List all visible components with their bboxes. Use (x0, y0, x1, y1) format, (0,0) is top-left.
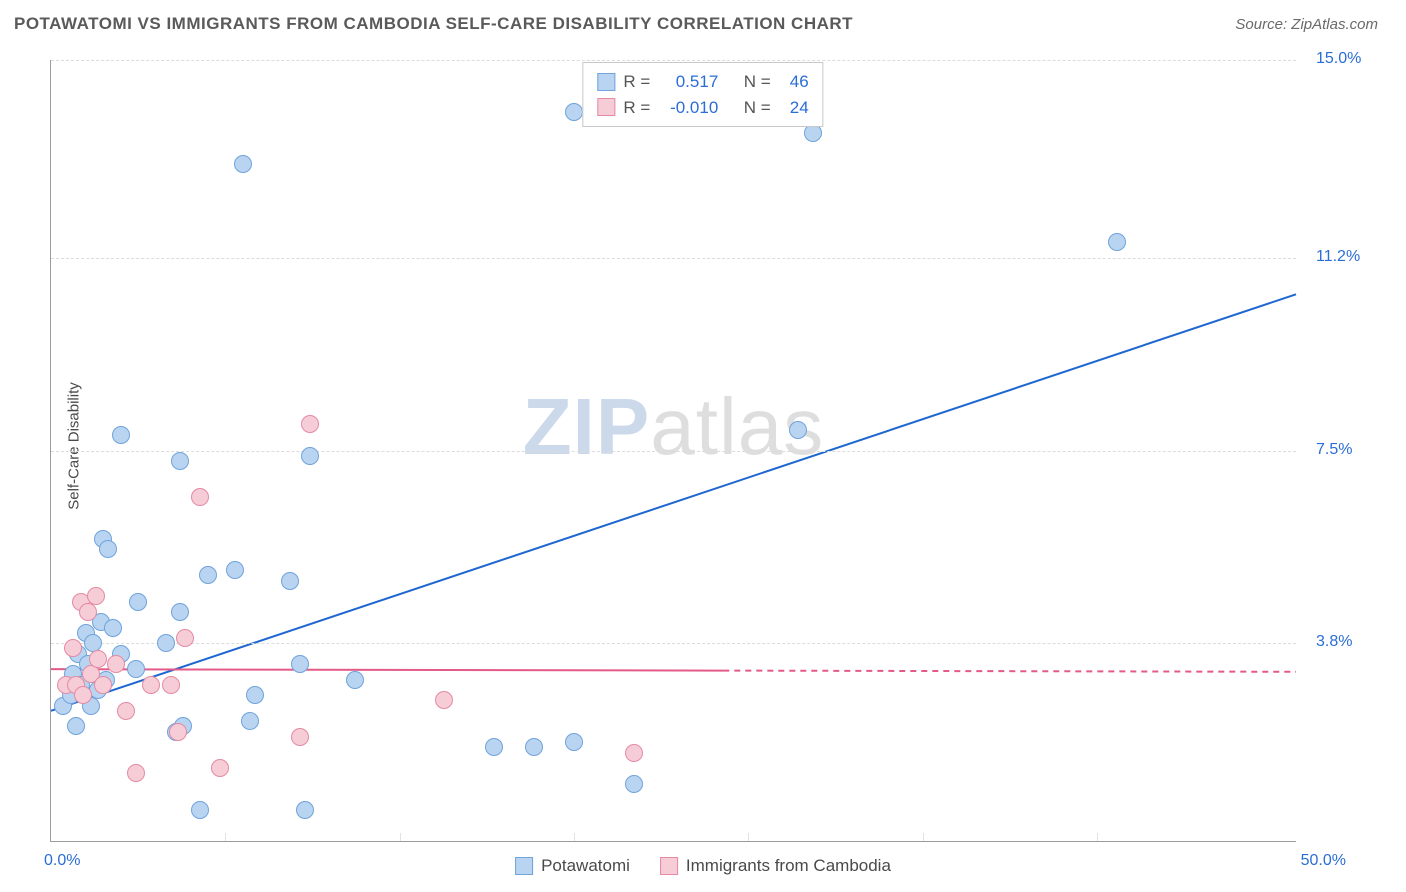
y-tick-label: 7.5% (1316, 441, 1352, 459)
scatter-point (281, 572, 299, 590)
scatter-point (346, 671, 364, 689)
scatter-point (117, 702, 135, 720)
plot-region: ZIPatlas 3.8%7.5%11.2%15.0% (50, 60, 1296, 842)
scatter-point (171, 603, 189, 621)
x-tick-mark (225, 833, 226, 841)
scatter-point (234, 155, 252, 173)
x-tick-mark (1097, 833, 1098, 841)
scatter-point (565, 733, 583, 751)
source-attribution: Source: ZipAtlas.com (1235, 16, 1378, 33)
scatter-point (291, 655, 309, 673)
scatter-point (104, 619, 122, 637)
y-tick-label: 11.2% (1316, 248, 1360, 266)
scatter-point (87, 587, 105, 605)
series-legend: Potawatomi Immigrants from Cambodia (515, 856, 891, 876)
x-tick-mark (748, 833, 749, 841)
legend-swatch (597, 98, 615, 116)
source-label: Source: (1235, 16, 1287, 33)
scatter-point (301, 415, 319, 433)
scatter-point (211, 759, 229, 777)
scatter-point (157, 634, 175, 652)
scatter-point (525, 738, 543, 756)
legend-item: Potawatomi (515, 856, 630, 876)
gridline-horizontal (51, 60, 1296, 61)
scatter-point (1108, 233, 1126, 251)
legend-swatch (515, 857, 533, 875)
x-tick-mark (574, 833, 575, 841)
watermark-zip: ZIP (523, 382, 650, 471)
scatter-point (565, 103, 583, 121)
y-tick-label: 3.8% (1316, 633, 1352, 651)
r-label: R = (623, 69, 650, 95)
x-axis-max-label: 50.0% (1301, 852, 1346, 870)
legend-label: Potawatomi (541, 856, 630, 876)
scatter-point (162, 676, 180, 694)
scatter-point (89, 650, 107, 668)
scatter-point (625, 775, 643, 793)
r-value: 0.517 (658, 69, 718, 95)
scatter-point (99, 540, 117, 558)
x-tick-mark (400, 833, 401, 841)
scatter-point (142, 676, 160, 694)
legend-label: Immigrants from Cambodia (686, 856, 891, 876)
scatter-point (789, 421, 807, 439)
scatter-point (74, 686, 92, 704)
stats-legend-row: R = 0.517 N = 46 (597, 69, 808, 95)
scatter-point (112, 426, 130, 444)
stats-legend-row: R = -0.010 N = 24 (597, 95, 808, 121)
scatter-point (169, 723, 187, 741)
scatter-point (67, 717, 85, 735)
scatter-point (129, 593, 147, 611)
r-value: -0.010 (658, 95, 718, 121)
stats-legend: R = 0.517 N = 46 R = -0.010 N = 24 (582, 62, 823, 127)
n-value: 46 (779, 69, 809, 95)
r-label: R = (623, 95, 650, 121)
scatter-point (64, 639, 82, 657)
chart-area: ZIPatlas 3.8%7.5%11.2%15.0% (50, 60, 1296, 842)
scatter-point (296, 801, 314, 819)
scatter-point (241, 712, 259, 730)
n-label: N = (744, 95, 771, 121)
scatter-point (246, 686, 264, 704)
x-axis-min-label: 0.0% (44, 852, 80, 870)
legend-swatch (660, 857, 678, 875)
x-tick-mark (923, 833, 924, 841)
scatter-point (127, 660, 145, 678)
scatter-point (301, 447, 319, 465)
scatter-point (625, 744, 643, 762)
legend-swatch (597, 73, 615, 91)
gridline-horizontal (51, 258, 1296, 259)
legend-item: Immigrants from Cambodia (660, 856, 891, 876)
scatter-point (191, 801, 209, 819)
n-value: 24 (779, 95, 809, 121)
scatter-point (435, 691, 453, 709)
scatter-point (171, 452, 189, 470)
scatter-point (199, 566, 217, 584)
y-tick-label: 15.0% (1316, 50, 1361, 68)
source-value: ZipAtlas.com (1291, 16, 1378, 33)
scatter-point (226, 561, 244, 579)
scatter-point (176, 629, 194, 647)
scatter-point (291, 728, 309, 746)
scatter-point (94, 676, 112, 694)
scatter-point (79, 603, 97, 621)
scatter-point (485, 738, 503, 756)
scatter-point (107, 655, 125, 673)
watermark: ZIPatlas (523, 381, 824, 473)
chart-title: POTAWATOMI VS IMMIGRANTS FROM CAMBODIA S… (14, 14, 853, 34)
n-label: N = (744, 69, 771, 95)
gridline-horizontal (51, 451, 1296, 452)
scatter-point (191, 488, 209, 506)
scatter-point (127, 764, 145, 782)
gridline-horizontal (51, 643, 1296, 644)
